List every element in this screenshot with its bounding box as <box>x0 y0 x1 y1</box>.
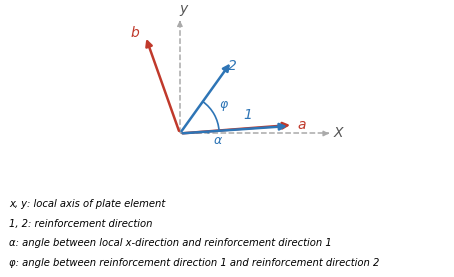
Text: φ: angle between reinforcement direction 1 and reinforcement direction 2: φ: angle between reinforcement direction… <box>9 258 380 268</box>
Text: α: angle between local x-direction and reinforcement direction 1: α: angle between local x-direction and r… <box>9 238 332 248</box>
Text: 1, 2: reinforcement direction: 1, 2: reinforcement direction <box>9 219 153 229</box>
Text: x, y: local axis of plate element: x, y: local axis of plate element <box>9 199 165 209</box>
Text: y: y <box>179 2 187 16</box>
Text: φ: φ <box>220 98 228 111</box>
Text: 1: 1 <box>244 108 252 122</box>
Text: b: b <box>130 26 139 40</box>
Text: X: X <box>334 127 343 140</box>
Text: 2: 2 <box>227 58 237 73</box>
Text: α: α <box>213 134 222 147</box>
Text: a: a <box>298 118 306 132</box>
